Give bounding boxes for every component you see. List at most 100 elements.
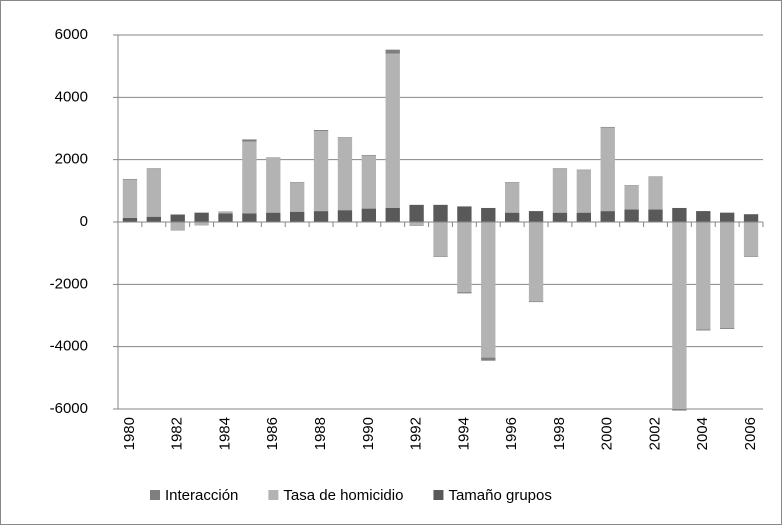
bar-segment	[242, 142, 256, 214]
legend-swatch	[150, 490, 160, 500]
y-tick-label: -4000	[50, 338, 88, 355]
bar-segment	[409, 225, 423, 226]
bar-segment	[720, 222, 734, 328]
bar-segment	[242, 213, 256, 222]
bar-segment	[290, 182, 304, 183]
bar-segment	[505, 183, 519, 213]
bar-segment	[433, 205, 447, 222]
x-tick-label: 1996	[503, 417, 520, 450]
x-tick-label: 2000	[599, 417, 616, 450]
bar-segment	[171, 230, 185, 231]
legend-label: Interacción	[165, 487, 238, 504]
bar-segment	[171, 215, 185, 222]
bar-segment	[171, 222, 185, 230]
bar-segment	[744, 222, 758, 256]
bar-segment	[672, 222, 686, 409]
bar-segment	[123, 179, 137, 180]
bar-segment	[194, 213, 208, 222]
bar-segment	[266, 158, 280, 213]
bar-segment	[720, 328, 734, 329]
bar-segment	[553, 168, 567, 169]
bar-segment	[577, 170, 591, 171]
bar-segment	[242, 139, 256, 141]
legend-label: Tamaño grupos	[448, 487, 551, 504]
bar-segment	[720, 213, 734, 222]
x-tick-label: 2004	[694, 417, 711, 450]
bar-segment	[457, 222, 471, 292]
bar-segment	[696, 222, 710, 330]
x-tick-label: 2002	[646, 417, 663, 450]
y-tick-label: 6000	[55, 26, 88, 43]
bar-segment	[648, 176, 662, 177]
bar-segment	[290, 183, 304, 212]
bar-segment	[314, 211, 328, 222]
bar-segment	[147, 169, 161, 217]
bar-segment	[457, 292, 471, 293]
x-tick-label: 1988	[312, 417, 329, 450]
bar-segment	[218, 212, 232, 214]
x-tick-label: 1980	[121, 417, 138, 450]
y-tick-label: -6000	[50, 400, 88, 417]
x-tick-label: 1990	[360, 417, 377, 450]
y-tick-label: 2000	[55, 151, 88, 168]
bar-segment	[553, 213, 567, 222]
bar-segment	[147, 217, 161, 222]
bar-segment	[433, 222, 447, 256]
bar-segment	[505, 182, 519, 183]
bar-segment	[601, 211, 615, 222]
bar-segment	[123, 180, 137, 218]
bar-segment	[696, 211, 710, 222]
bar-segment	[529, 222, 543, 301]
y-tick-label: -2000	[50, 275, 88, 292]
bar-segment	[624, 186, 638, 210]
bar-segment	[386, 50, 400, 54]
x-tick-label: 1984	[216, 417, 233, 450]
bar-segment	[505, 213, 519, 222]
y-tick-label: 4000	[55, 88, 88, 105]
bar-segment	[433, 256, 447, 257]
bar-segment	[696, 330, 710, 331]
bar-segment	[266, 213, 280, 222]
x-tick-label: 1994	[455, 417, 472, 450]
legend-label: Tasa de homicidio	[283, 487, 403, 504]
bar-segment	[314, 130, 328, 131]
bar-segment	[314, 131, 328, 211]
bar-segment	[648, 210, 662, 222]
bar-segment	[218, 213, 232, 222]
bar-segment	[481, 358, 495, 361]
bar-segment	[409, 205, 423, 222]
bar-segment	[529, 211, 543, 222]
legend-swatch	[433, 490, 443, 500]
bar-segment	[672, 208, 686, 222]
bar-segment	[601, 127, 615, 128]
x-tick-label: 1992	[408, 417, 425, 450]
bar-segment	[577, 170, 591, 212]
bar-segment	[123, 218, 137, 222]
bar-segment	[147, 168, 161, 169]
bar-segment	[648, 177, 662, 209]
x-tick-label: 1986	[264, 417, 281, 450]
x-tick-label: 1998	[551, 417, 568, 450]
y-tick-label: 0	[80, 213, 88, 230]
bar-segment	[744, 214, 758, 222]
bar-segment	[577, 213, 591, 222]
bar-segment	[481, 222, 495, 358]
bar-segment	[529, 301, 543, 302]
bar-segment	[386, 208, 400, 222]
bar-segment	[624, 210, 638, 222]
bar-segment	[266, 157, 280, 158]
bar-segment	[362, 156, 376, 209]
bar-segment	[386, 54, 400, 208]
bar-segment	[624, 185, 638, 186]
x-tick-label: 1982	[169, 417, 186, 450]
bar-segment	[290, 212, 304, 222]
bar-segment	[362, 155, 376, 156]
bar-segment	[672, 409, 686, 411]
bar-segment	[744, 256, 758, 257]
bar-segment	[338, 137, 352, 138]
bar-segment	[601, 128, 615, 212]
bar-segment	[338, 210, 352, 222]
bar-segment	[338, 138, 352, 210]
bar-segment	[553, 169, 567, 213]
